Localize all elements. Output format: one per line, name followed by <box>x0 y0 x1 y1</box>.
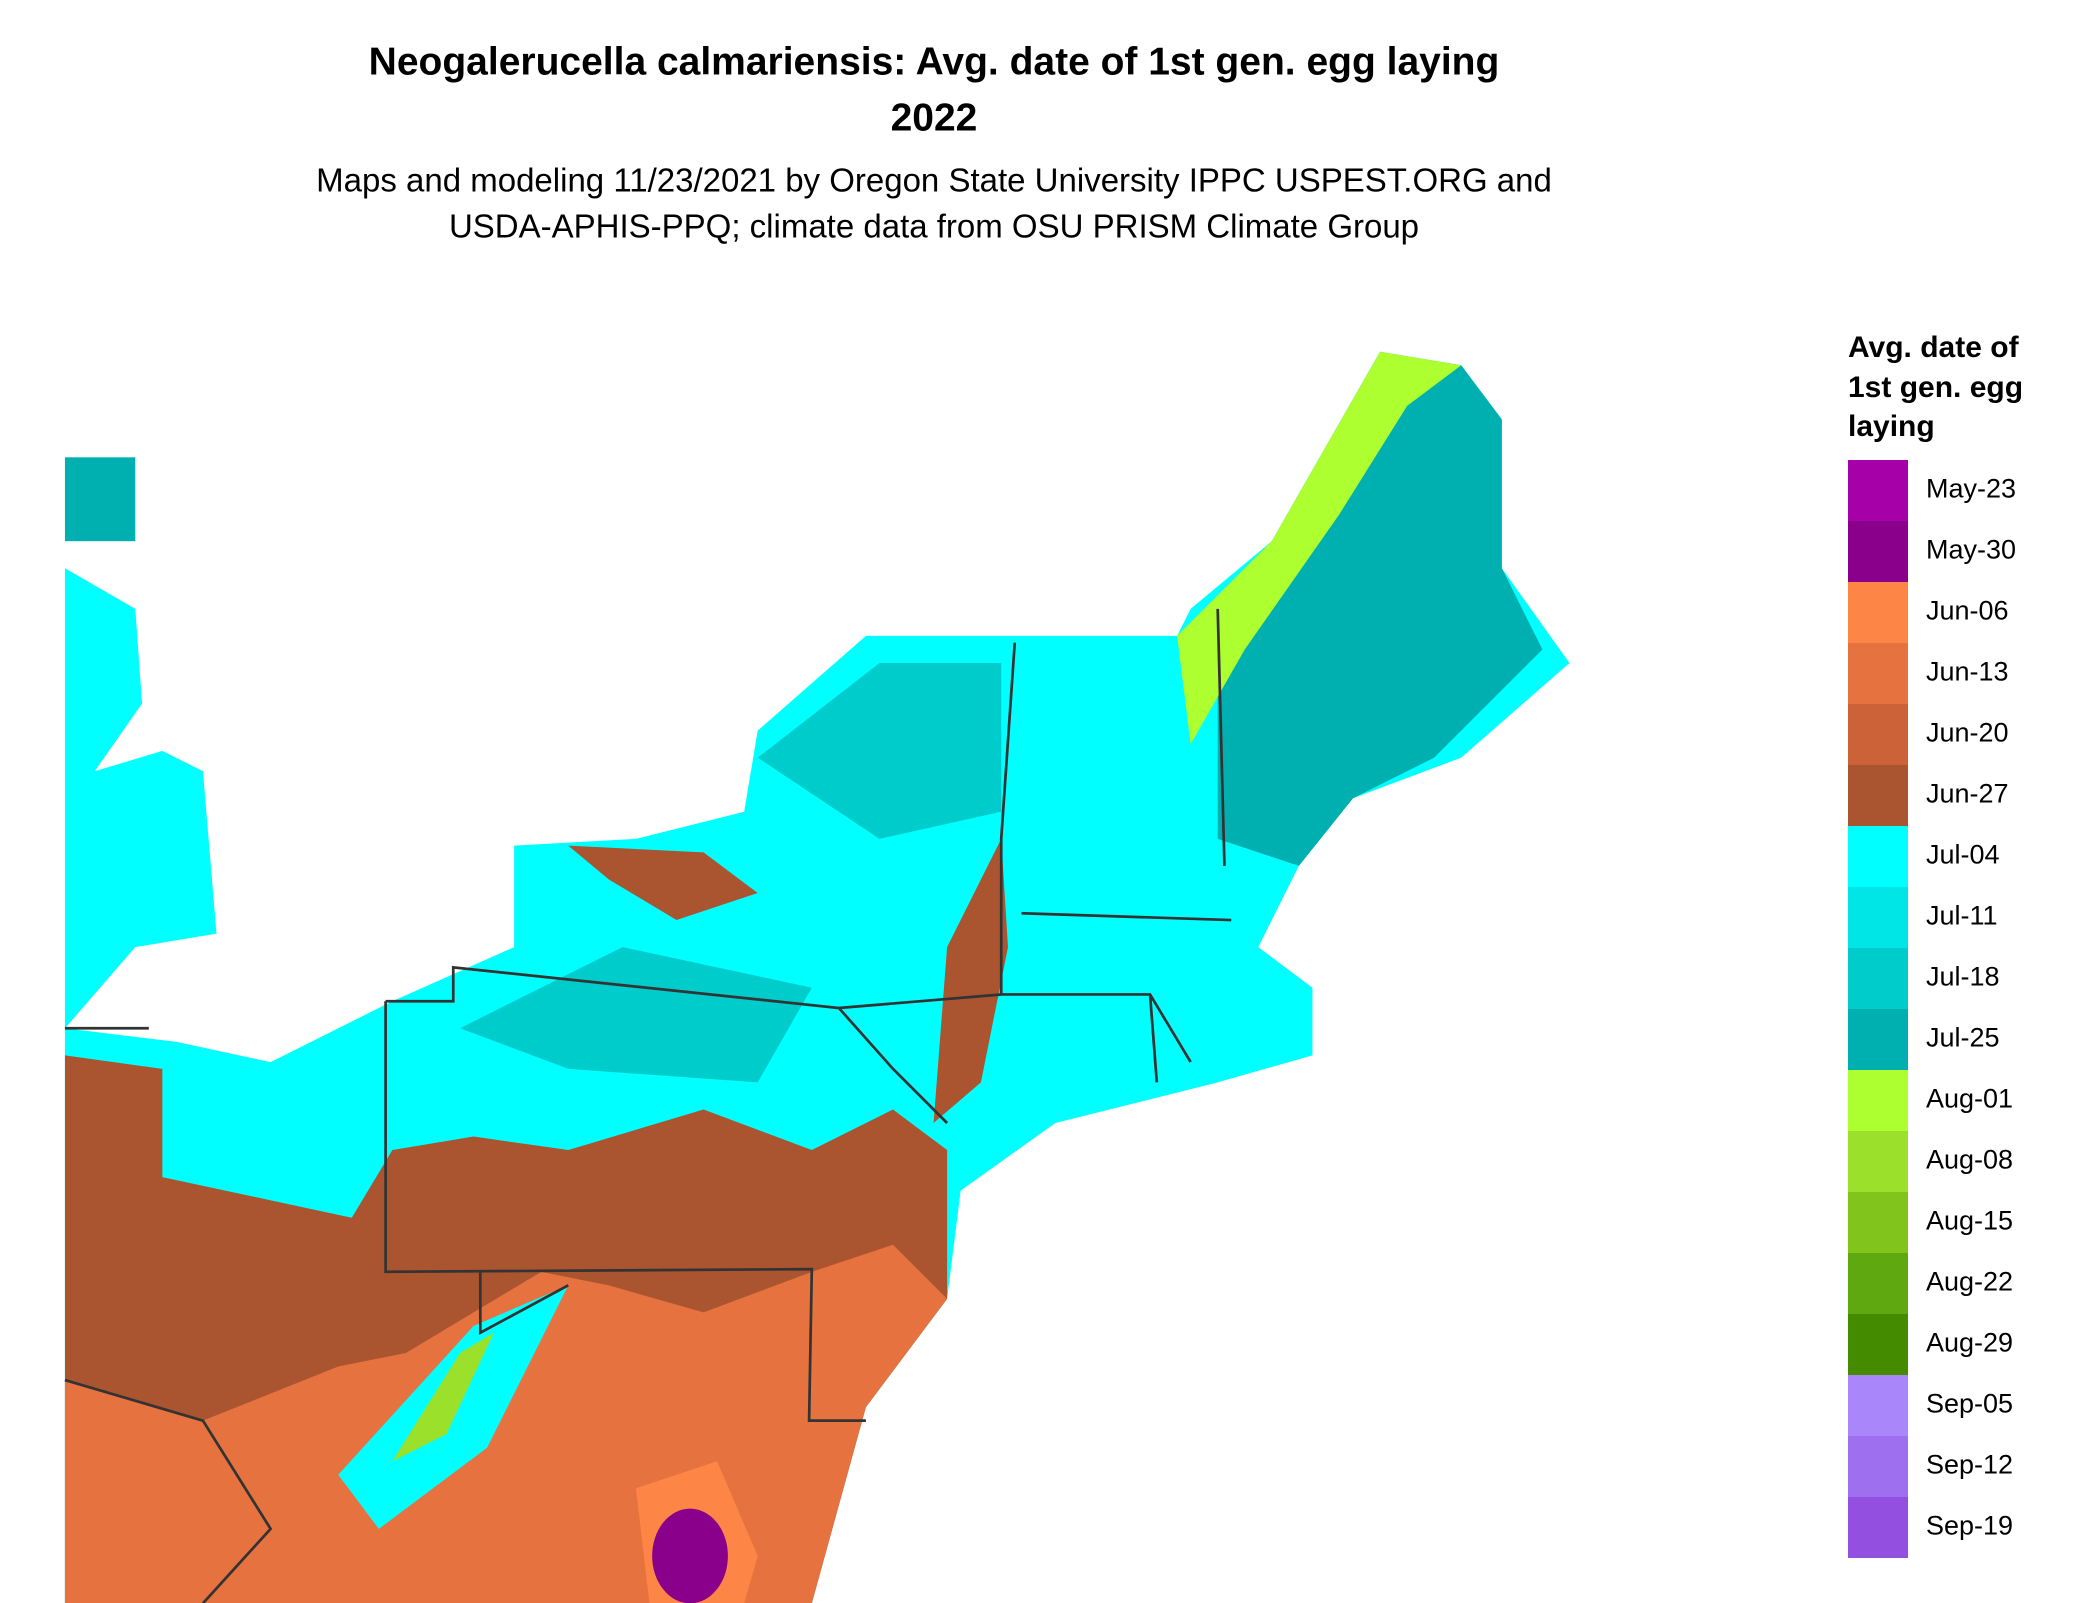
legend-label: Sep-19 <box>1926 1511 2013 1541</box>
land <box>757 662 1002 839</box>
legend-label: Jul-11 <box>1926 901 1998 931</box>
land <box>933 838 1008 1123</box>
legend-swatch <box>1848 1436 1908 1497</box>
legend-swatch <box>1848 643 1908 704</box>
legend-swatch <box>1848 1253 1908 1314</box>
land <box>64 457 136 542</box>
land <box>64 568 217 1029</box>
legend-title: laying <box>1848 410 1935 443</box>
land <box>1217 351 1543 866</box>
legend-swatch <box>1848 765 1908 826</box>
land <box>568 845 758 921</box>
legend-label: Aug-22 <box>1926 1267 2013 1297</box>
legend-swatch <box>1848 1070 1908 1131</box>
legend-title: 1st gen. egg <box>1848 371 2023 404</box>
legend-swatch <box>1848 704 1908 765</box>
border <box>64 608 1232 1603</box>
legend-label: Sep-05 <box>1926 1389 2013 1419</box>
legend-label: May-30 <box>1926 535 2016 565</box>
land <box>460 947 812 1083</box>
legend-swatch <box>1848 948 1908 1009</box>
subtitle: USDA-APHIS-PPQ; climate data from OSU PR… <box>449 208 1419 245</box>
legend-swatch <box>1848 582 1908 643</box>
title: Neogalerucella calmariensis: Avg. date o… <box>369 40 1500 83</box>
legend-swatch <box>1848 460 1908 521</box>
legend-swatch <box>1848 1131 1908 1192</box>
legend-swatch <box>1848 1009 1908 1070</box>
legend-swatch <box>1848 1314 1908 1375</box>
legend-label: Sep-12 <box>1926 1450 2013 1480</box>
legend-label: Aug-01 <box>1926 1084 2013 1114</box>
legend-swatch <box>1848 1192 1908 1253</box>
map <box>64 351 1570 1603</box>
legend-label: Aug-15 <box>1926 1206 2013 1236</box>
land <box>1177 351 1462 745</box>
legend-swatch <box>1848 1497 1908 1558</box>
title: 2022 <box>891 96 978 139</box>
legend-label: Jun-13 <box>1926 657 2009 687</box>
legend-label: Jun-27 <box>1926 779 2009 809</box>
legend-swatch <box>1848 826 1908 887</box>
legend-label: May-23 <box>1926 474 2016 504</box>
legend-label: Jul-25 <box>1926 1023 2000 1053</box>
legend-label: Aug-08 <box>1926 1145 2013 1175</box>
land <box>652 1508 728 1603</box>
legend-swatch <box>1848 521 1908 582</box>
subtitle: Maps and modeling 11/23/2021 by Oregon S… <box>316 162 1552 199</box>
legend-label: Jul-04 <box>1926 840 2000 870</box>
legend-swatch <box>1848 887 1908 948</box>
land <box>392 1332 494 1462</box>
legend-title: Avg. date of <box>1848 331 2020 364</box>
legend-label: Jun-20 <box>1926 718 2009 748</box>
legend-swatch <box>1848 1375 1908 1436</box>
legend: May-23 May-30 Jun-06 Jun-13 Jun-20 Jun-27 Jul-… <box>1848 460 2016 1558</box>
legend-label: Aug-29 <box>1926 1328 2013 1358</box>
legend-label: Jul-18 <box>1926 962 2000 992</box>
legend-label: Jun-06 <box>1926 596 2009 626</box>
